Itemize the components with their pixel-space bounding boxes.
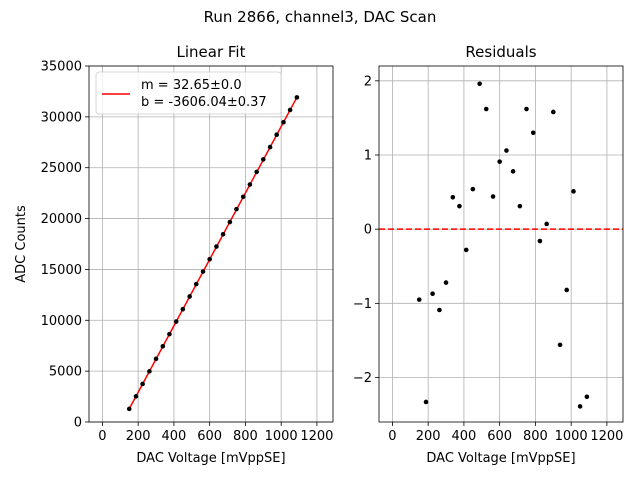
data-point: [497, 159, 502, 164]
y-tick-label: 25000: [41, 161, 82, 176]
data-point: [187, 294, 192, 299]
data-point: [173, 319, 179, 324]
data-point: [483, 106, 489, 112]
data-point: [193, 281, 199, 287]
x-tick-label: 0: [388, 429, 396, 444]
legend-intercept-label: b = -3606.04±0.37: [141, 95, 267, 110]
y-tick-label: 0: [364, 223, 372, 238]
y-tick-label: 35000: [41, 60, 82, 75]
data-point: [477, 81, 482, 87]
data-point: [160, 343, 166, 349]
legend: m = 32.65±0.0 b = -3606.04±0.37: [95, 71, 282, 115]
data-point: [524, 106, 529, 112]
x-tick-label: 400: [451, 429, 476, 444]
data-point: [450, 194, 456, 200]
figure-suptitle: Run 2866, channel3, DAC Scan: [204, 8, 437, 26]
y-tick-label: 5000: [49, 365, 82, 380]
data-point: [200, 269, 206, 274]
data-point: [571, 189, 576, 194]
data-point: [510, 169, 516, 174]
data-point: [294, 95, 300, 100]
data-point: [490, 194, 496, 199]
data-point: [557, 342, 563, 348]
data-point: [430, 291, 435, 296]
x-axis-label: DAC Voltage [mVppSE]: [426, 451, 575, 466]
x-tick-label: 1200: [590, 429, 623, 444]
data-point: [247, 182, 253, 187]
data-point: [260, 157, 266, 162]
legend-slope-label: m = 32.65±0.0: [141, 78, 242, 93]
fit-line: [128, 96, 298, 410]
y-axis-label: ADC Counts: [14, 205, 29, 283]
x-tick-label: 0: [98, 429, 106, 444]
y-tick-label: −1: [353, 297, 372, 312]
x-tick-label: 200: [126, 429, 151, 444]
x-tick-label: 800: [233, 429, 258, 444]
data-point: [126, 406, 132, 412]
y-tick-label: 15000: [41, 263, 82, 278]
data-point: [267, 144, 273, 150]
data-point: [214, 244, 219, 249]
x-tick-label: 1200: [300, 429, 333, 444]
data-point: [220, 231, 226, 237]
data-point: [180, 306, 186, 312]
data-point: [463, 247, 469, 253]
data-point: [577, 404, 583, 409]
data-point: [167, 331, 172, 337]
data-point: [537, 238, 543, 244]
x-tick-label: 600: [197, 429, 222, 444]
data-point: [147, 369, 152, 374]
data-point: [153, 356, 159, 362]
y-tick-label: 1: [364, 149, 372, 164]
data-point: [423, 399, 429, 405]
data-point: [443, 280, 449, 285]
axes-frame: [88, 65, 334, 423]
data-point: [140, 381, 145, 387]
residuals-axes: 0 200 400 600 800 1000 1200 −2 −1 0 1 2 Residuals DAC…: [353, 43, 624, 466]
data-point: [437, 307, 442, 313]
data-point: [234, 206, 239, 212]
data-point: [550, 109, 556, 115]
data-point: [584, 394, 590, 400]
data-point: [254, 169, 259, 175]
legend-box: [95, 71, 282, 115]
y-tick-label: −2: [353, 371, 372, 386]
y-tick-label: 2: [364, 74, 372, 89]
data-point: [564, 287, 569, 293]
data-point: [530, 130, 536, 136]
axes-title: Linear Fit: [177, 43, 246, 61]
x-tick-label: 800: [523, 429, 548, 444]
data-point: [281, 119, 286, 125]
x-tick-label: 600: [487, 429, 512, 444]
axes-frame: [378, 65, 624, 423]
y-tick-label: 0: [74, 416, 82, 431]
data-point: [133, 394, 139, 399]
x-tick-label: 1000: [555, 429, 588, 444]
data-point: [416, 297, 422, 302]
data-point: [470, 186, 476, 192]
axes-title: Residuals: [465, 43, 536, 61]
y-tick-label: 20000: [41, 212, 82, 227]
data-point: [544, 221, 549, 227]
x-tick-label: 1000: [265, 429, 298, 444]
data-point: [287, 107, 293, 113]
data-point: [504, 148, 509, 153]
y-tick-label: 30000: [41, 110, 82, 125]
x-tick-label: 400: [161, 429, 186, 444]
data-point: [517, 203, 523, 209]
x-tick-label: 200: [416, 429, 441, 444]
data-point: [274, 132, 279, 137]
x-axis-label: DAC Voltage [mVppSE]: [136, 451, 285, 466]
linear-fit-axes: 0 200 400 600 800 1000 1200 0 5000 10000 15000 2000…: [14, 43, 333, 466]
data-point: [227, 219, 233, 225]
y-tick-label: 10000: [41, 314, 82, 329]
data-point: [240, 194, 246, 200]
data-point: [457, 203, 462, 209]
data-point: [207, 256, 212, 262]
